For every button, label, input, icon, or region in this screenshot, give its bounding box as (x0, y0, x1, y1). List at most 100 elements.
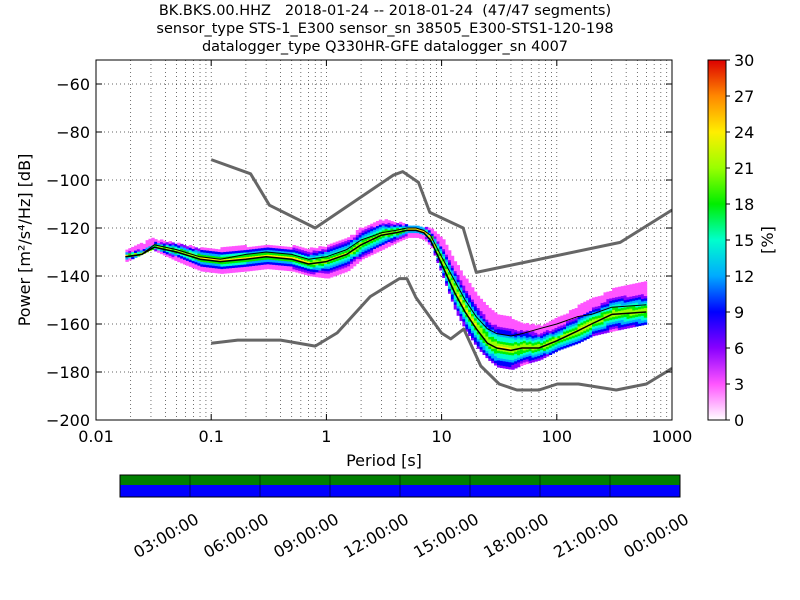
density-cell (473, 320, 478, 324)
density-cell (537, 331, 541, 335)
density-cell (465, 285, 469, 289)
density-cell (514, 322, 518, 326)
density-cell (447, 255, 452, 258)
density-cell (243, 249, 247, 253)
density-cell (612, 302, 616, 306)
density-cell (174, 255, 178, 259)
timeline-tick-label: 15:00:00 (410, 509, 482, 561)
density-cell (609, 312, 613, 316)
density-cell (375, 240, 380, 243)
density-cell (528, 350, 532, 354)
density-cell (482, 347, 486, 351)
density-cell (396, 239, 400, 243)
density-cell (491, 338, 495, 342)
density-cell (589, 303, 593, 307)
density-cell (488, 346, 492, 349)
density-cell (194, 264, 198, 267)
density-cell (586, 321, 590, 325)
density-cell (292, 264, 296, 267)
density-cell (511, 343, 515, 346)
density-cell (255, 262, 259, 266)
density-cell (626, 292, 630, 295)
density-cell (456, 291, 460, 295)
density-cell (413, 230, 417, 234)
density-cell (525, 361, 530, 365)
density-cell (638, 287, 642, 291)
density-cell (450, 284, 455, 288)
density-cell (508, 354, 512, 358)
density-cell (298, 246, 302, 250)
density-cell (249, 254, 253, 257)
density-cell (255, 267, 259, 271)
density-cell (208, 257, 213, 261)
density-cell (560, 332, 564, 336)
density-cell (280, 253, 285, 257)
density-cell (482, 301, 486, 305)
density-cell (381, 247, 386, 250)
density-cell (522, 350, 527, 353)
density-cell (468, 333, 472, 337)
density-cell (617, 322, 622, 326)
density-cell (390, 221, 394, 224)
density-cell (488, 355, 492, 359)
density-cell (557, 323, 561, 327)
density-cell (482, 342, 486, 346)
density-cell (445, 275, 449, 279)
density-cell (341, 239, 345, 243)
density-cell (560, 346, 564, 350)
density-cell (485, 319, 489, 323)
density-cell (537, 358, 541, 361)
density-cell (447, 286, 452, 289)
density-cell (606, 291, 610, 295)
density-cell (589, 305, 593, 309)
density-cell (563, 326, 567, 330)
density-cell (283, 248, 288, 252)
density-cell (352, 261, 357, 264)
density-cell (436, 238, 440, 242)
density-cell (185, 246, 190, 249)
density-cell (249, 261, 253, 264)
density-cell (476, 314, 481, 318)
density-cell (162, 243, 167, 246)
density-cell (229, 246, 233, 250)
density-cell (519, 351, 524, 355)
density-cell (332, 271, 337, 275)
density-cell (638, 316, 642, 319)
density-cell (462, 302, 466, 305)
density-cell (482, 318, 486, 322)
density-cell (499, 319, 504, 323)
density-cell (548, 340, 553, 344)
density-cell (162, 240, 167, 244)
density-cell (568, 341, 573, 344)
density-cell (545, 332, 550, 335)
density-cell (352, 246, 357, 250)
density-cell (471, 328, 475, 331)
density-cell (364, 255, 368, 258)
density-cell (151, 242, 155, 246)
density-cell (629, 284, 633, 288)
density-cell (234, 253, 239, 256)
density-cell (640, 291, 645, 295)
density-cell (473, 306, 478, 309)
density-cell (312, 274, 316, 277)
density-cell (453, 287, 458, 291)
density-cell (606, 296, 610, 300)
density-cell (387, 220, 391, 223)
density-cell (554, 332, 558, 336)
density-cell (208, 265, 213, 268)
density-cell (272, 266, 276, 270)
density-cell (234, 248, 239, 251)
density-cell (473, 318, 478, 321)
density-cell (252, 248, 256, 252)
y-axis: −200−180−160−140−120−100−80−60 (46, 75, 672, 430)
density-cell (471, 332, 475, 336)
density-cell (499, 346, 504, 349)
density-cell (436, 250, 440, 254)
density-cell (309, 252, 314, 255)
density-cell (626, 296, 630, 300)
density-cell (479, 337, 484, 340)
density-cell (496, 328, 501, 332)
density-cell (615, 287, 619, 291)
density-cell (476, 338, 481, 342)
density-cell (231, 253, 236, 257)
